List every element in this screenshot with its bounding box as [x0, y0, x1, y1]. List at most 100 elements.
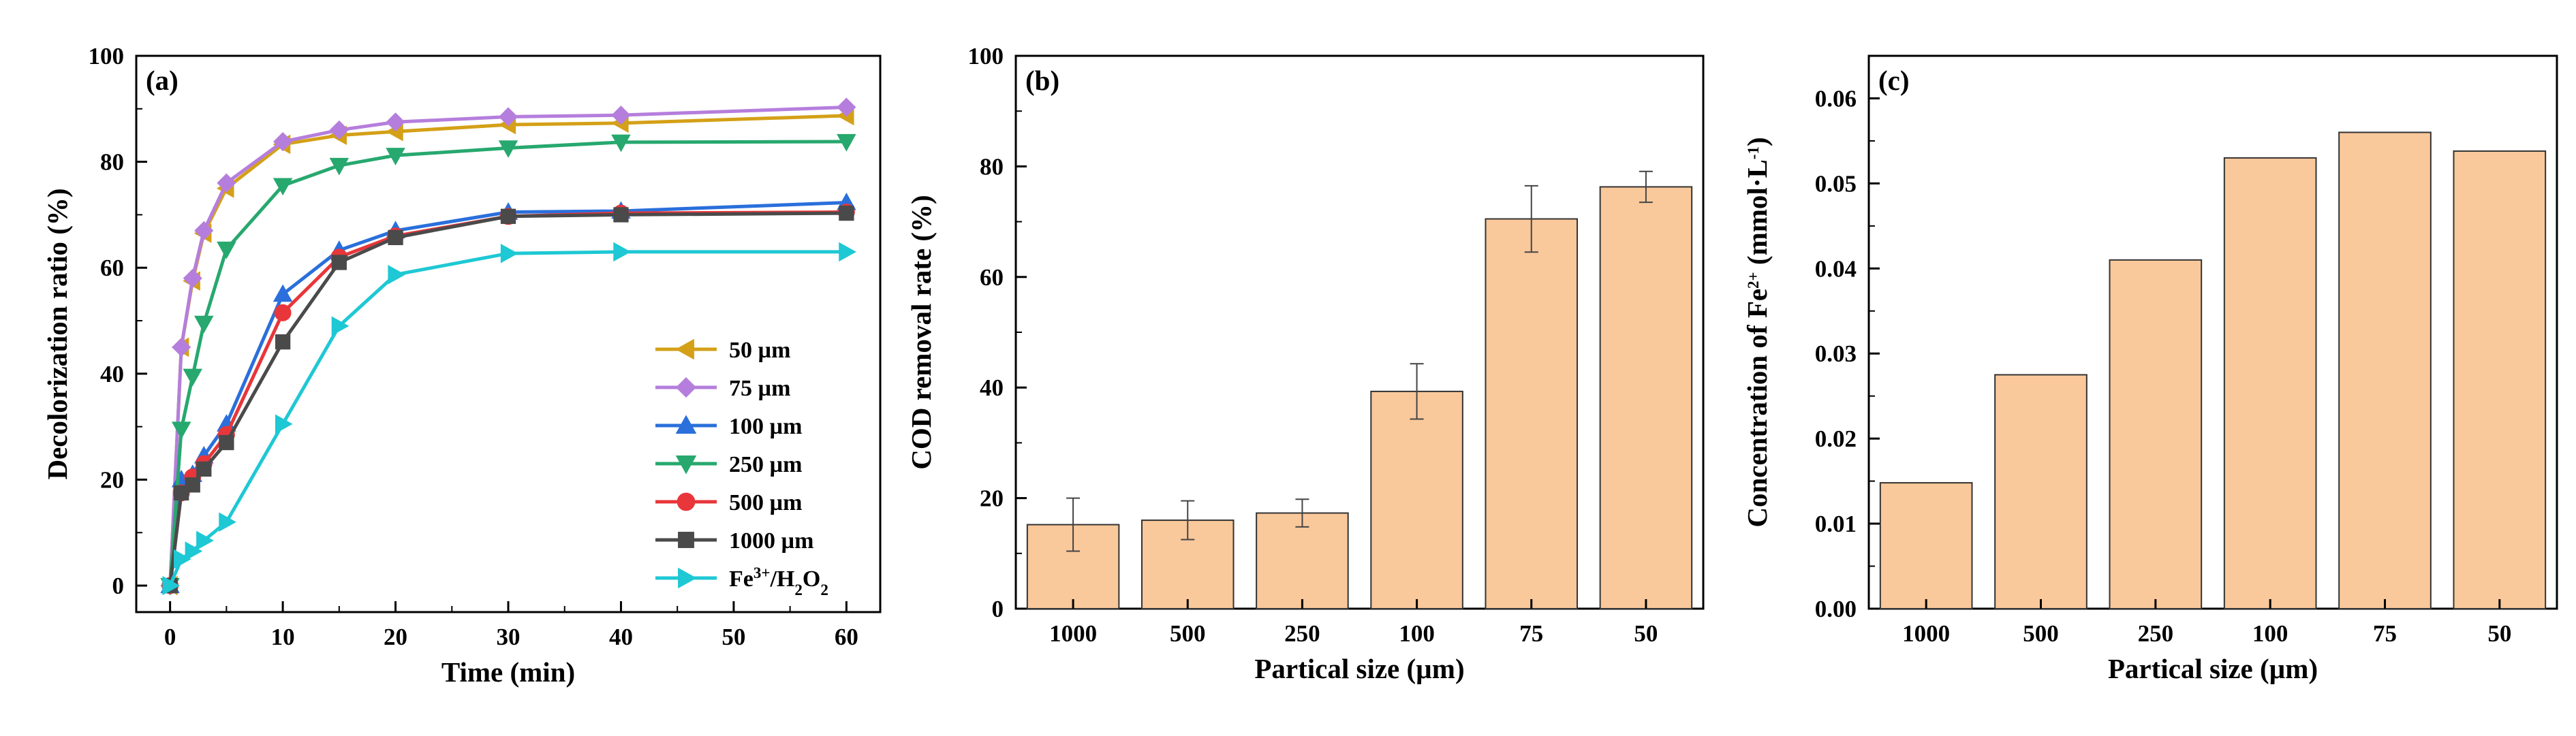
data-point [275, 414, 293, 434]
data-point [273, 284, 293, 302]
data-point [388, 265, 406, 285]
text-part: 3+ [754, 564, 771, 581]
data-point [193, 315, 214, 334]
x-tick-label: 250 [1284, 620, 1320, 647]
data-point [185, 477, 200, 493]
legend-marker [678, 532, 694, 548]
text-part: Concentration of Fe [1741, 289, 1773, 528]
y-tick-label: 60 [100, 255, 124, 281]
y-tick-label: 60 [980, 264, 1004, 291]
data-point [162, 575, 181, 596]
text-part: 2+ [1745, 272, 1762, 289]
x-tick-label: 50 [2487, 620, 2511, 647]
y-tick-label: 0.04 [1815, 255, 1857, 282]
y-tick-label: 0.02 [1815, 426, 1857, 452]
data-point [171, 421, 191, 440]
data-point [837, 133, 856, 152]
legend-marker [678, 567, 697, 589]
data-point [185, 541, 203, 561]
y-tick-label: 100 [968, 43, 1004, 69]
data-point [275, 334, 291, 350]
x-axis-label: Time (min) [441, 656, 575, 688]
data-point [196, 530, 214, 551]
x-tick-label: 20 [384, 624, 407, 650]
bar [2109, 259, 2203, 610]
plot-frame [1867, 54, 2558, 610]
legend-label: 250 µm [729, 452, 802, 477]
x-tick-label: 500 [1170, 620, 1206, 647]
data-point [386, 148, 405, 165]
x-tick-label: 1000 [1902, 620, 1950, 647]
legend-marker [675, 415, 697, 434]
x-tick-label: 40 [609, 624, 633, 650]
legend-label: 100 µm [729, 414, 802, 439]
y-tick-label: 80 [100, 149, 124, 176]
y-axis-label: COD removal rate (%) [905, 195, 937, 469]
data-point [196, 461, 212, 477]
data-point [274, 304, 292, 321]
y-tick-label: 20 [980, 485, 1004, 512]
data-point [613, 207, 629, 223]
data-point [174, 485, 189, 501]
data-point [613, 242, 631, 262]
data-point [500, 208, 516, 224]
panel-a-line-chart: 0 20 40 60 80 100 0 10 20 30 40 50 60 Time (min) Decol… [42, 43, 882, 688]
y-tick-label: 0 [112, 573, 125, 599]
text-part: Fe [729, 566, 754, 592]
x-tick-label: 250 [2138, 620, 2174, 647]
bar [1256, 512, 1349, 609]
data-point [498, 107, 518, 127]
y-tick-label: 40 [980, 374, 1004, 401]
legend-label: 1000 µm [729, 528, 813, 554]
x-tick-label: 50 [721, 624, 745, 650]
text-part: ) [1741, 137, 1773, 146]
bar [2338, 131, 2432, 609]
legend-label: Fe3+/H2O2 [729, 564, 828, 598]
data-point [217, 241, 236, 259]
y-tick-label: 0.01 [1815, 511, 1857, 537]
text-part: -1 [1745, 146, 1762, 159]
bar [1370, 390, 1463, 609]
data-point [386, 112, 405, 132]
x-tick-label: 75 [1519, 620, 1543, 647]
data-point [329, 120, 349, 140]
x-axis-label: Partical size (µm) [2108, 653, 2318, 684]
text-part: 2 [794, 581, 803, 598]
text-part: (mmol·L [1741, 159, 1773, 272]
panel-c-bar-chart: 0.00 0.01 0.02 0.03 0.04 0.05 0.06 1000 500 250 10… [1741, 54, 2558, 684]
data-point [273, 131, 293, 152]
data-point [611, 134, 631, 153]
y-tick-label: 0 [992, 596, 1004, 622]
data-point [839, 205, 854, 221]
bar [1485, 218, 1579, 610]
x-tick-label: 50 [1634, 620, 1658, 647]
y-tick-label: 20 [100, 466, 124, 493]
y-tick-label: 40 [100, 361, 124, 387]
data-point [331, 255, 347, 270]
x-tick-label: 100 [1399, 620, 1435, 647]
data-point [500, 243, 518, 263]
data-point [329, 157, 350, 176]
x-tick-label: 1000 [1049, 620, 1097, 647]
bar [1994, 374, 2088, 609]
data-point [388, 229, 403, 246]
y-tick-label: 80 [980, 153, 1004, 180]
y-tick-label: 100 [89, 43, 125, 69]
data-point [183, 268, 202, 288]
panel-label: (a) [146, 65, 179, 96]
data-point [183, 368, 203, 387]
data-point [174, 549, 191, 569]
data-point [194, 221, 214, 240]
y-tick-label: 0.03 [1815, 340, 1857, 367]
bar [1599, 186, 1693, 610]
x-tick-label: 60 [835, 624, 858, 650]
data-point [498, 140, 518, 158]
data-point [217, 173, 236, 193]
legend-label: 50 µm [729, 338, 790, 363]
x-tick-label: 100 [2252, 620, 2288, 647]
data-point [611, 106, 631, 125]
text-part: O [803, 566, 820, 592]
y-tick-label: 0.05 [1815, 170, 1857, 197]
x-tick-label: 0 [164, 624, 176, 650]
